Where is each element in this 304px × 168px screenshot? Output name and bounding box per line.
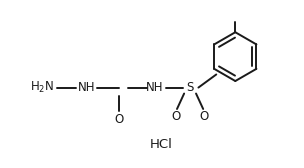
- Text: S: S: [186, 81, 194, 94]
- Text: O: O: [200, 110, 209, 123]
- Text: O: O: [114, 113, 123, 126]
- Text: $\mathsf{H_2N}$: $\mathsf{H_2N}$: [30, 80, 55, 95]
- Text: O: O: [171, 110, 181, 123]
- Text: NH: NH: [146, 81, 163, 94]
- Text: HCl: HCl: [150, 138, 173, 151]
- Text: NH: NH: [78, 81, 95, 94]
